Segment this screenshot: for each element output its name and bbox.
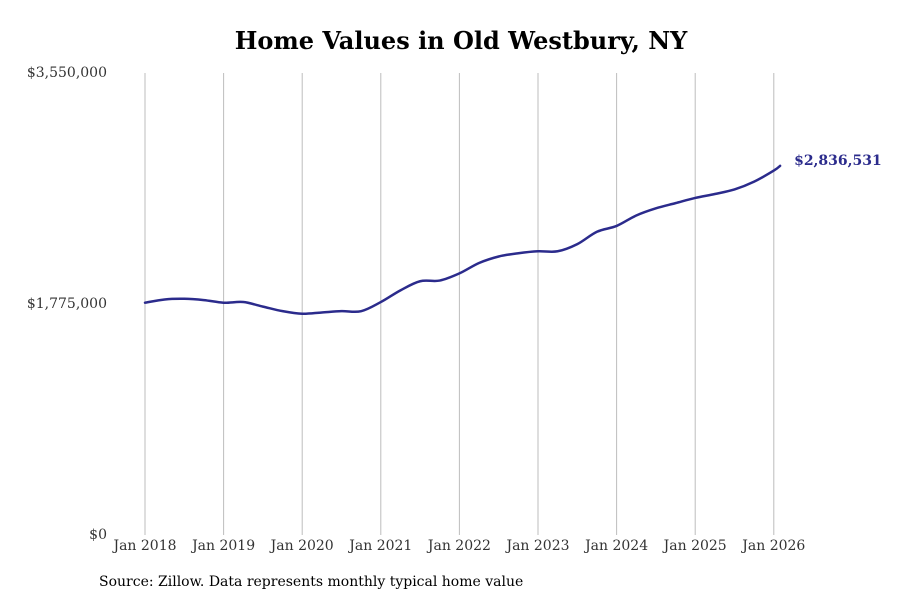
x-tick-label: Jan 2018 (111, 538, 176, 554)
source-note: Source: Zillow. Data represents monthly … (99, 574, 524, 590)
x-tick-label: Jan 2025 (662, 538, 727, 554)
series-layer (143, 164, 782, 316)
y-axis-ticks: $0 $1,775,000 $3,550,000 (27, 65, 107, 543)
gridlines (144, 73, 775, 535)
x-tick-label: Jan 2024 (583, 538, 648, 554)
y-tick-label: $1,775,000 (27, 296, 107, 312)
x-tick-label: Jan 2019 (190, 538, 255, 554)
x-tick-label: Jan 2021 (347, 538, 412, 554)
y-tick-label: $3,550,000 (27, 65, 107, 81)
x-axis-ticks: Jan 2018 Jan 2019 Jan 2020 Jan 2021 Jan 2022… (111, 538, 805, 554)
x-tick-label: Jan 2023 (504, 538, 569, 554)
y-tick-label: $0 (89, 527, 107, 543)
x-tick-label: Jan 2020 (269, 538, 334, 554)
series-line (143, 164, 782, 316)
x-tick-label: Jan 2026 (740, 538, 805, 554)
end-value-label: $2,836,531 (794, 153, 882, 169)
x-tick-label: Jan 2022 (426, 538, 491, 554)
chart-title: Home Values in Old Westbury, NY (234, 26, 688, 55)
